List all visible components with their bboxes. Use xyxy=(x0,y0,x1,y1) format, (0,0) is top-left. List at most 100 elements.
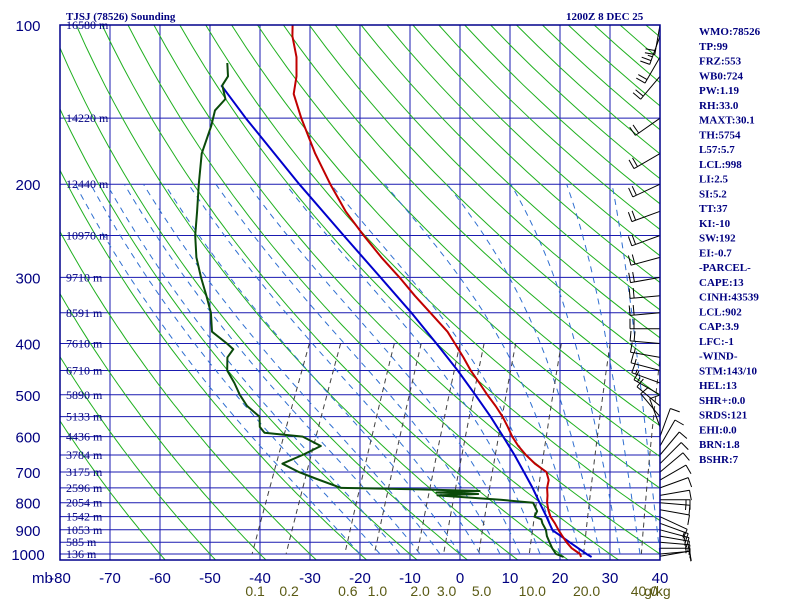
wind-barb-flag xyxy=(682,452,690,461)
dry-adiabat-line xyxy=(308,25,660,368)
mixing-ratio-label: 40.0 xyxy=(631,583,658,599)
wind-barb-flag xyxy=(632,288,635,299)
wind-barb-staff xyxy=(654,24,661,55)
height-label: 12440 m xyxy=(66,177,109,191)
wind-barb-flag xyxy=(640,60,650,65)
pressure-tick-label: 600 xyxy=(15,430,40,447)
pressure-tick-label: 100 xyxy=(15,18,40,35)
temperature-trace xyxy=(291,25,583,558)
index-entry: CAPE:13 xyxy=(699,277,744,289)
index-entry: EI:-0.7 xyxy=(699,247,732,259)
wind-barb-flag xyxy=(630,342,633,353)
mixing-ratio-label: 2.0 xyxy=(410,583,430,599)
wind-barb-flag xyxy=(631,234,637,245)
wind-barb-flag xyxy=(635,89,644,97)
mixing-ratio-label: 5.0 xyxy=(472,583,492,599)
index-entry: KI:-10 xyxy=(699,218,731,230)
temperature-tick-label: -70 xyxy=(99,570,121,587)
pressure-tick-label: 200 xyxy=(15,177,40,194)
wind-barb xyxy=(627,234,661,247)
moist-adiabat-line xyxy=(510,183,621,555)
temperature-tick-label: 40 xyxy=(652,570,669,587)
mixing-ratio-label: 20.0 xyxy=(573,583,600,599)
moist-adiabat-line xyxy=(143,183,441,555)
wind-barb-flag xyxy=(674,419,684,426)
height-label: 2596 m xyxy=(66,481,103,495)
wind-barb xyxy=(659,516,688,539)
wind-barb-flag xyxy=(682,529,688,539)
wind-barb xyxy=(628,272,661,284)
dry-adiabat-line xyxy=(60,355,217,560)
mixing-ratio-label: 0.6 xyxy=(338,583,358,599)
wind-barb-flag xyxy=(688,544,691,555)
index-entry: -WIND- xyxy=(699,351,738,363)
wind-barb-flag xyxy=(631,210,637,221)
wind-barb-flag xyxy=(629,330,632,341)
station-title: TJSJ (78526) Sounding xyxy=(66,11,176,23)
wind-barb-staff xyxy=(630,362,661,371)
mixing-ratio-line xyxy=(443,343,485,555)
wind-barb-flag xyxy=(678,431,688,439)
mixing-ratio-label: 3.0 xyxy=(437,583,457,599)
height-label: 14220 m xyxy=(66,111,109,125)
pressure-tick-label: 1000 xyxy=(11,547,44,564)
dry-adiabat-line xyxy=(60,169,368,560)
pressure-tick-label: 400 xyxy=(15,337,40,354)
index-entry: BSHR:7 xyxy=(699,454,739,466)
wind-barb-flag xyxy=(628,288,631,299)
index-entry: LCL:998 xyxy=(699,159,742,171)
wind-barb xyxy=(629,330,661,344)
dry-adiabat-line xyxy=(60,420,166,560)
wind-barb-staff xyxy=(659,477,689,489)
wind-barb-flag xyxy=(685,537,690,548)
wind-barb-flag xyxy=(638,74,648,81)
pressure-tick-label: 700 xyxy=(15,465,40,482)
wind-barb xyxy=(628,183,661,198)
index-entry: -PARCEL- xyxy=(699,262,751,274)
wind-barb-staff xyxy=(631,372,661,384)
wind-barb-staff xyxy=(636,386,661,407)
mixing-ratio-line xyxy=(416,343,461,555)
wind-barb-half-flag xyxy=(682,532,685,538)
plot-frame xyxy=(59,24,661,561)
wind-barb-staff xyxy=(633,153,661,170)
stability-indices-panel: WMO:78526 TP:99 FRZ:553 WB0:724 PW:1.19 RH:33… xyxy=(699,26,761,466)
wind-barb-staff xyxy=(640,75,661,100)
wind-barb-flag xyxy=(684,533,689,544)
height-label: 1053 m xyxy=(66,523,103,537)
wind-barb-staff xyxy=(649,398,661,428)
dry-adiabat-line xyxy=(60,292,267,560)
wind-barb-flag xyxy=(627,236,633,246)
wind-barb-flag xyxy=(631,254,636,265)
mixing-ratio-line xyxy=(285,343,342,555)
moist-adiabat-line xyxy=(247,183,521,555)
wind-barb xyxy=(659,442,689,465)
dry-adiabat-line xyxy=(60,230,318,560)
index-entry: WB0:724 xyxy=(699,70,744,82)
index-entry: TT:37 xyxy=(699,203,728,215)
wind-barb-staff xyxy=(633,379,661,396)
dry-adiabat-line xyxy=(360,25,660,311)
wind-barb xyxy=(659,477,693,489)
wind-barb-flag xyxy=(632,92,642,100)
index-entry: PW:1.19 xyxy=(699,85,740,97)
wind-barb-flag xyxy=(689,490,692,501)
mixing-ratio-line xyxy=(373,343,422,555)
index-entry: L57:5.7 xyxy=(699,144,735,156)
wind-barb xyxy=(644,24,661,55)
wind-barb-flag xyxy=(628,272,631,283)
moist-adiabat-line xyxy=(188,183,481,555)
wind-barb-staff xyxy=(630,351,661,358)
wind-barb xyxy=(628,288,661,299)
height-label: 8591 m xyxy=(66,306,103,320)
index-entry: SI:5.2 xyxy=(699,188,727,200)
wind-barb-staff xyxy=(631,235,661,247)
wind-barb-flag xyxy=(628,305,631,316)
index-entry: SW:192 xyxy=(699,233,736,245)
moist-adiabat-line xyxy=(446,183,601,555)
wind-barb xyxy=(627,210,661,223)
wind-barb-staff xyxy=(659,419,676,447)
wind-barb-staff xyxy=(640,393,661,418)
wind-barb xyxy=(659,419,684,447)
wind-barb-flag xyxy=(627,255,632,266)
